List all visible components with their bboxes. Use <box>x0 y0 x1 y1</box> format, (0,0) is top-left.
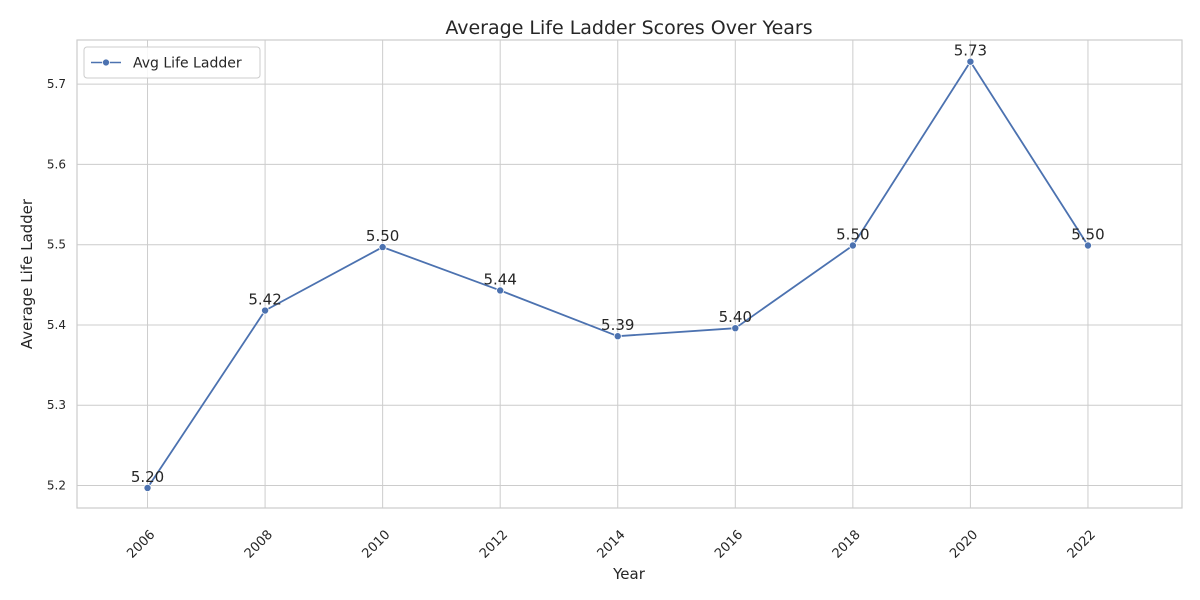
grid <box>77 40 1182 508</box>
y-tick-label: 5.2 <box>47 479 66 493</box>
y-tick-label: 5.7 <box>47 77 66 91</box>
data-label: 5.50 <box>366 227 399 245</box>
data-labels: 5.20 5.42 5.50 5.44 5.39 5.40 5.50 5.73 5.50 <box>131 42 1105 486</box>
y-tick-label: 5.5 <box>47 238 66 252</box>
x-tick-label: 2008 <box>242 528 276 562</box>
y-tick-label: 5.3 <box>47 398 66 412</box>
data-point <box>261 306 270 315</box>
data-label: 5.44 <box>483 270 516 288</box>
data-point <box>378 243 387 252</box>
x-axis-label: Year <box>612 565 646 583</box>
data-label: 5.39 <box>601 316 634 334</box>
y-axis-label: Average Life Ladder <box>18 198 36 349</box>
x-tick-label: 2020 <box>947 528 981 562</box>
chart-title: Average Life Ladder Scores Over Years <box>445 17 812 39</box>
data-point <box>143 483 152 492</box>
x-tick-label: 2006 <box>124 528 158 562</box>
legend-box <box>83 46 261 79</box>
data-label: 5.73 <box>954 42 987 60</box>
data-point <box>1083 241 1092 250</box>
data-label: 5.42 <box>248 291 281 309</box>
y-axis-ticks: 5.2 5.3 5.4 5.5 5.6 5.7 <box>47 77 66 492</box>
data-point <box>613 332 622 341</box>
y-tick-label: 5.4 <box>47 318 66 332</box>
data-point <box>731 324 740 333</box>
plot-frame <box>76 39 1183 509</box>
x-tick-label: 2022 <box>1065 528 1099 562</box>
x-tick-label: 2016 <box>712 528 746 562</box>
y-tick-label: 5.6 <box>47 157 66 171</box>
x-tick-label: 2018 <box>830 528 864 562</box>
legend-marker <box>102 58 110 67</box>
data-label: 5.50 <box>836 226 869 244</box>
data-label: 5.50 <box>1071 226 1104 244</box>
x-tick-label: 2012 <box>477 528 511 562</box>
data-point <box>496 286 505 295</box>
x-tick-label: 2010 <box>359 528 393 562</box>
data-point <box>848 241 857 250</box>
data-label: 5.20 <box>131 468 164 486</box>
legend: Avg Life Ladder <box>83 46 261 79</box>
x-tick-label: 2014 <box>595 528 629 562</box>
legend-label: Avg Life Ladder <box>133 56 242 72</box>
series-avg-life-ladder <box>143 57 1092 492</box>
x-axis-ticks: 2006 2008 2010 2012 2014 2016 2018 2020 2022 <box>124 528 1098 562</box>
data-label: 5.40 <box>719 308 752 326</box>
data-point <box>966 57 975 66</box>
